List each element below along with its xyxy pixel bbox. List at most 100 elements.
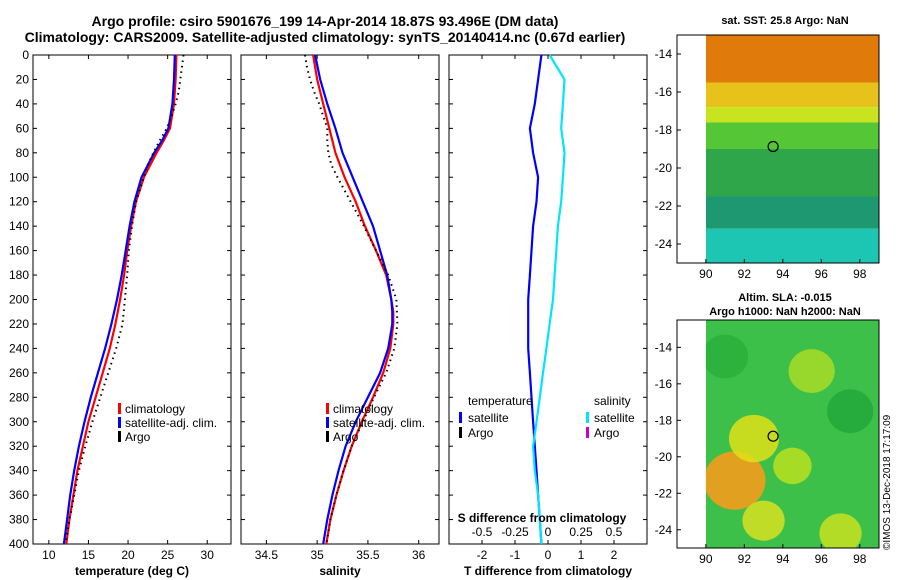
legend-label: satellite-adj. clim. <box>333 416 425 430</box>
y-tick-label: 140 <box>9 219 29 233</box>
top-tick-label: 0.25 <box>569 525 593 539</box>
map-data-layer <box>705 320 879 548</box>
y-tick-label: 220 <box>9 317 29 331</box>
legend-swatch <box>118 417 121 428</box>
sst-band <box>705 149 879 197</box>
difference-panel: -2 -1 0 1 2 T difference from climatology -0.5… <box>448 54 648 578</box>
argo-position-marker <box>767 140 779 153</box>
figure-title-line-2: Climatology: CARS2009. Satellite-adjuste… <box>24 29 626 45</box>
map-y-tick-label: -22 <box>655 486 673 500</box>
sst-band <box>705 122 879 149</box>
series-line-salinity-satellite <box>531 54 566 545</box>
sla-anomaly-blob <box>819 513 862 548</box>
legend-label: satellite-adj. clim. <box>125 416 217 430</box>
y-tick-label: 100 <box>9 170 29 184</box>
y-tick-label: 360 <box>9 488 29 502</box>
sst-band <box>705 196 879 229</box>
map-y-tick-label: -14 <box>655 47 673 61</box>
x-tick-label: -2 <box>477 548 488 562</box>
y-tick-label: 40 <box>16 97 30 111</box>
x-axis-label: temperature (deg C) <box>75 564 189 578</box>
y-tick-label: 0 <box>22 48 29 62</box>
sla-anomaly-blob <box>705 451 766 510</box>
map-y-tick-label: -24 <box>655 237 673 251</box>
imos-credit: ©IMOS 13-Dec-2018 17:17:09 <box>882 414 893 550</box>
series-line-climatology <box>65 54 178 545</box>
legend-label: satellite <box>468 411 509 425</box>
argo-position-marker <box>767 430 779 442</box>
top-tick-label: 0 <box>545 525 552 539</box>
x-axis-label: salinity <box>319 564 361 578</box>
sla-anomaly-blob <box>788 349 835 393</box>
legend-swatch <box>586 412 589 423</box>
legend-label: climatology <box>333 402 393 416</box>
map-y-tick-label: -20 <box>655 161 673 175</box>
map-y-tick-label: -14 <box>655 340 673 354</box>
y-tick-label: 280 <box>9 390 29 404</box>
x-tick-label: 35 <box>310 548 324 562</box>
sla-anomaly-blob <box>742 500 785 541</box>
y-tick-label: 80 <box>16 146 30 160</box>
sst-band <box>705 35 879 83</box>
x-tick-label: 30 <box>201 548 215 562</box>
sla-map-title: Altim. SLA: -0.015 <box>738 292 832 304</box>
map-y-tick-label: -16 <box>655 85 673 99</box>
map-y-tick-label: -20 <box>655 450 673 464</box>
sst-band <box>705 82 879 108</box>
sla-map-subtitle: Argo h1000: NaN h2000: NaN <box>709 306 861 318</box>
series-line-satellite-adj-clim- <box>62 54 176 545</box>
sla-anomaly-blob <box>728 414 779 463</box>
y-tick-label: 180 <box>9 268 29 282</box>
map-x-tick-label: 92 <box>738 552 752 566</box>
map-x-tick-label: 94 <box>776 552 790 566</box>
map-y-tick-label: -18 <box>655 413 673 427</box>
series-line-satellite-adj-clim- <box>314 54 394 545</box>
map-x-tick-label: 92 <box>738 267 752 281</box>
figure-title-line-1: Argo profile: csiro 5901676_199 14-Apr-2… <box>91 13 559 29</box>
sla-anomaly-blob <box>827 389 874 434</box>
top-tick-label: -0.25 <box>501 525 529 539</box>
salinity-panel: 34.5 35 35.5 36 salinity climatologysatellite… <box>240 54 440 578</box>
legend-swatch <box>586 427 589 438</box>
temperature-panel: 0 20 40 60 80 100 120 140 160 180 200 220 240 260 280 3… <box>9 48 232 578</box>
y-tick-label: 340 <box>9 464 29 478</box>
y-tick-label: 120 <box>9 195 29 209</box>
legend-swatch <box>118 431 121 442</box>
plot-frame <box>448 54 648 545</box>
map-x-tick-label: 98 <box>853 267 867 281</box>
x-tick-label: 1 <box>578 548 585 562</box>
series-line-temperature-satellite <box>527 54 543 545</box>
x-tick-label: 2 <box>611 548 618 562</box>
legend-swatch <box>326 403 329 414</box>
legend-swatch <box>459 412 462 423</box>
plot-frame <box>240 54 440 545</box>
x-tick-label: 35.5 <box>356 548 380 562</box>
sla-anomaly-blob <box>705 334 749 379</box>
y-tick-label: 380 <box>9 513 29 527</box>
map-x-tick-label: 96 <box>815 267 829 281</box>
y-tick-label: 320 <box>9 439 29 453</box>
x-tick-label: 36 <box>412 548 426 562</box>
plot-frame <box>32 54 232 545</box>
legend-label: satellite <box>594 411 635 425</box>
y-tick-label: 200 <box>9 293 29 307</box>
y-tick-label: 300 <box>9 415 29 429</box>
x-tick-label: 34.5 <box>255 548 279 562</box>
sla-map-panel: -14 -16 -18 -20 -22 -24 90 92 94 96 98 <box>655 319 880 566</box>
map-x-tick-label: 96 <box>815 552 829 566</box>
map-y-tick-label: -24 <box>655 523 673 537</box>
legend-swatch <box>459 427 462 438</box>
top-axis-label: S difference from climatology <box>458 511 627 525</box>
map-x-tick-label: 90 <box>699 267 713 281</box>
sst-map-panel: -14 -16 -18 -20 -22 -24 90 92 94 96 98 <box>655 34 880 281</box>
legend-label: Argo <box>468 426 494 440</box>
legend-swatch <box>326 417 329 428</box>
x-tick-label: 10 <box>42 548 56 562</box>
x-tick-label: 15 <box>82 548 96 562</box>
map-y-tick-label: -18 <box>655 123 673 137</box>
map-x-tick-label: 98 <box>853 552 867 566</box>
legend-label: Argo <box>125 430 151 444</box>
legend-label: climatology <box>125 402 185 416</box>
x-tick-label: -1 <box>510 548 521 562</box>
